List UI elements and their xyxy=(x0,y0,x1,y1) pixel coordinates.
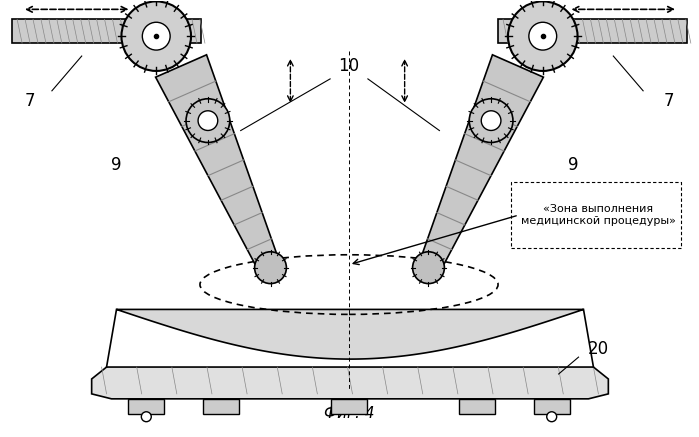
Bar xyxy=(459,399,495,414)
Circle shape xyxy=(508,1,577,71)
Circle shape xyxy=(198,111,218,131)
Text: 7: 7 xyxy=(24,92,35,110)
Text: Фиг. 4: Фиг. 4 xyxy=(324,406,374,421)
Polygon shape xyxy=(92,367,608,399)
Bar xyxy=(203,399,239,414)
Circle shape xyxy=(254,252,287,284)
Circle shape xyxy=(547,412,556,422)
Circle shape xyxy=(481,111,501,131)
Circle shape xyxy=(412,252,445,284)
Polygon shape xyxy=(156,55,281,274)
Text: 10: 10 xyxy=(338,57,359,75)
Text: «Зона выполнения
медицинской процедуры»: «Зона выполнения медицинской процедуры» xyxy=(521,204,676,226)
Text: 20: 20 xyxy=(588,340,609,358)
Text: 9: 9 xyxy=(111,156,122,174)
Bar xyxy=(534,399,570,414)
Polygon shape xyxy=(418,55,543,274)
Text: 7: 7 xyxy=(664,92,675,110)
Bar xyxy=(12,19,201,43)
Circle shape xyxy=(122,1,191,71)
Circle shape xyxy=(143,22,170,50)
Bar xyxy=(498,19,687,43)
Circle shape xyxy=(141,412,151,422)
Bar xyxy=(331,399,367,414)
Circle shape xyxy=(469,99,513,142)
Circle shape xyxy=(529,22,556,50)
Polygon shape xyxy=(117,309,584,359)
FancyBboxPatch shape xyxy=(511,182,681,248)
Text: 9: 9 xyxy=(568,156,579,174)
Circle shape xyxy=(186,99,230,142)
Bar xyxy=(129,399,164,414)
